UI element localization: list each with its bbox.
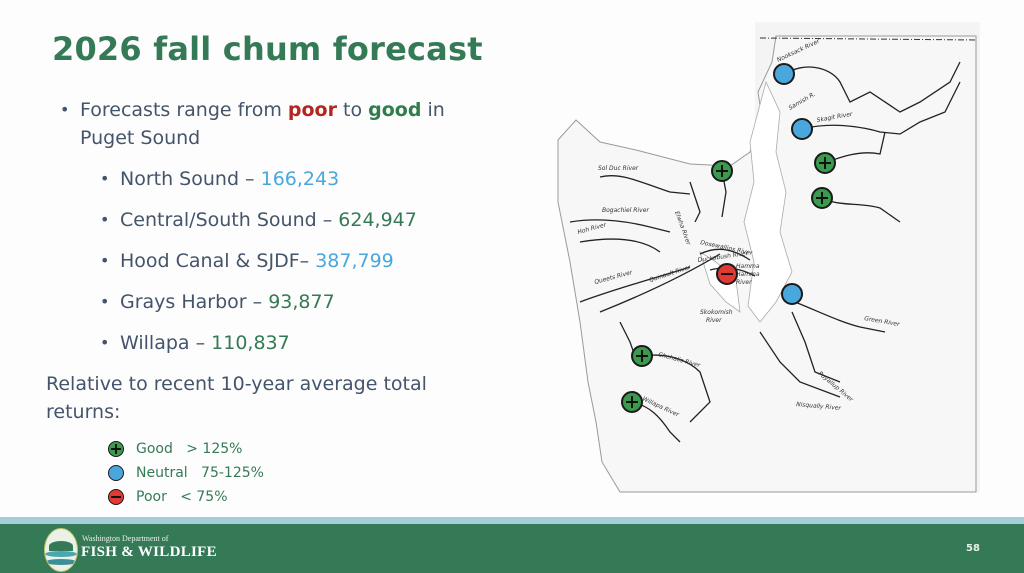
footer-accent-band bbox=[0, 517, 1024, 524]
slide-title: 2026 fall chum forecast bbox=[52, 30, 483, 68]
legend: Good > 125% Neutral 75-125% Poor < 75% bbox=[108, 437, 264, 509]
circle-icon bbox=[108, 465, 124, 481]
separator: – bbox=[189, 332, 212, 354]
legend-label: Good bbox=[136, 441, 173, 457]
region-name: Willapa bbox=[120, 332, 190, 354]
legend-neutral-text: Neutral 75-125% bbox=[136, 465, 264, 481]
legend-range: 75-125% bbox=[201, 465, 264, 481]
legend-label: Neutral bbox=[136, 465, 188, 481]
map-marker-snohomish-good bbox=[811, 187, 833, 209]
svg-text:Bogachiel River: Bogachiel River bbox=[602, 207, 649, 214]
svg-text:River: River bbox=[736, 279, 752, 286]
region-name: Grays Harbor bbox=[120, 291, 247, 313]
map-marker-hood-canal-poor bbox=[716, 263, 738, 285]
region-value: 387,799 bbox=[315, 250, 394, 272]
region-bullet-hood-canal: Hood Canal & SJDF– 387,799 bbox=[100, 247, 498, 275]
separator: – bbox=[246, 291, 269, 313]
intro-prefix: Forecasts range from bbox=[80, 99, 288, 121]
org-name-main: FISH & WILDLIFE bbox=[81, 544, 217, 560]
region-name: Hood Canal & SJDF bbox=[120, 250, 300, 272]
plus-circle-icon bbox=[108, 441, 124, 457]
legend-good: Good > 125% bbox=[108, 437, 264, 461]
map-marker-skagit-neutral bbox=[791, 118, 813, 140]
map-graphic: Nooksack River Samish R. Skagit River So… bbox=[557, 22, 980, 493]
legend-range: < 75% bbox=[180, 489, 228, 505]
separator: – bbox=[316, 209, 339, 231]
legend-good-text: Good > 125% bbox=[136, 441, 242, 457]
good-word: good bbox=[368, 99, 422, 121]
poor-word: poor bbox=[287, 99, 337, 121]
region-value: 110,837 bbox=[211, 332, 290, 354]
page-number: 58 bbox=[966, 543, 980, 554]
separator: – bbox=[239, 168, 261, 190]
relative-note: Relative to recent 10-year average total… bbox=[46, 373, 427, 423]
region-bullet-north-sound: North Sound – 166,243 bbox=[100, 165, 498, 193]
svg-text:Hamma: Hamma bbox=[736, 271, 760, 278]
svg-text:Nisqually River: Nisqually River bbox=[796, 401, 842, 412]
region-bullet-willapa: Willapa – 110,837 bbox=[100, 329, 498, 357]
intro-bullet: Forecasts range from poor to good in Pug… bbox=[58, 96, 498, 152]
intro-middle: to bbox=[336, 99, 369, 121]
region-bullet-central-south-sound: Central/South Sound – 624,947 bbox=[100, 206, 498, 234]
map-marker-stillaguamish-good bbox=[814, 152, 836, 174]
washington-river-map: Nooksack River Samish R. Skagit River So… bbox=[540, 22, 980, 514]
svg-text:Skokomish: Skokomish bbox=[700, 309, 733, 316]
footer: Washington Department of FISH & WILDLIFE… bbox=[0, 524, 1024, 573]
region-value: 93,877 bbox=[268, 291, 335, 313]
legend-label: Poor bbox=[136, 489, 167, 505]
org-name-top: Washington Department of bbox=[82, 534, 169, 543]
legend-neutral: Neutral 75-125% bbox=[108, 461, 264, 485]
intro-suffix: in Puget Sound bbox=[80, 99, 445, 149]
region-value: 624,947 bbox=[338, 209, 417, 231]
bullet-list: Forecasts range from poor to good in Pug… bbox=[58, 96, 498, 357]
region-name: Central/South Sound bbox=[120, 209, 317, 231]
region-value: 166,243 bbox=[260, 168, 340, 190]
map-marker-south-sound-neutral bbox=[781, 283, 803, 305]
map-marker-nooksack-neutral bbox=[773, 63, 795, 85]
region-bullet-grays-harbor: Grays Harbor – 93,877 bbox=[100, 288, 498, 316]
svg-text:Sol Duc River: Sol Duc River bbox=[598, 165, 639, 172]
map-marker-willapa-good bbox=[621, 391, 643, 413]
minus-circle-icon bbox=[108, 489, 124, 505]
map-marker-dungeness-good bbox=[711, 160, 733, 182]
legend-poor: Poor < 75% bbox=[108, 485, 264, 509]
wdfw-logo-icon bbox=[44, 528, 78, 572]
legend-range: > 125% bbox=[186, 441, 243, 457]
svg-text:Hamma: Hamma bbox=[736, 263, 760, 270]
region-name: North Sound bbox=[120, 168, 240, 190]
legend-poor-text: Poor < 75% bbox=[136, 489, 228, 505]
separator: – bbox=[299, 250, 316, 272]
svg-text:River: River bbox=[706, 317, 722, 324]
map-marker-chehalis-good bbox=[631, 345, 653, 367]
